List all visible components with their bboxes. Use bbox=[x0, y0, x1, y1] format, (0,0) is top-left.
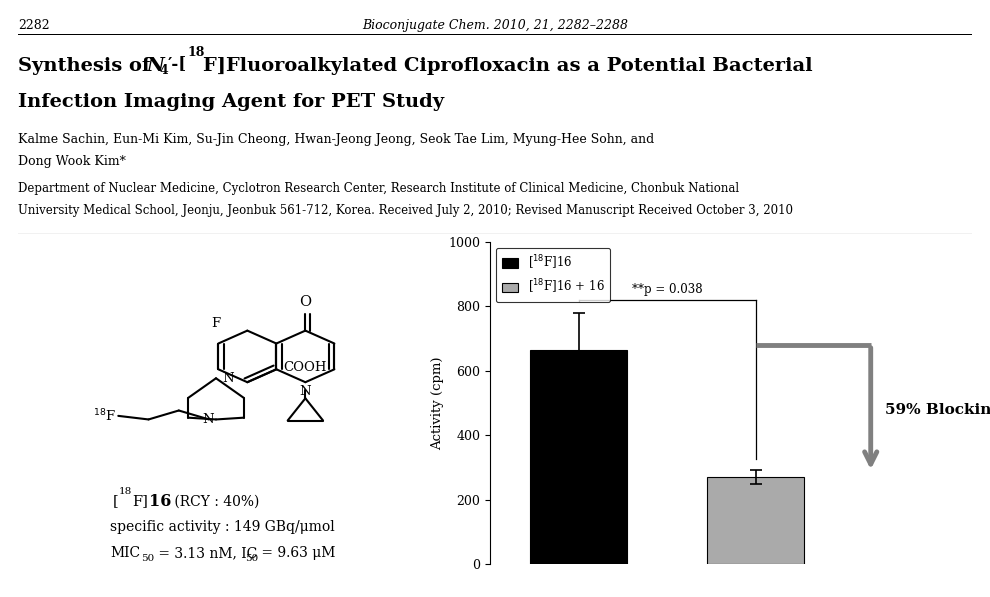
Bar bbox=[707, 477, 804, 564]
Text: **p = 0.038: **p = 0.038 bbox=[632, 283, 703, 296]
Text: N: N bbox=[222, 372, 234, 385]
Text: Synthesis of: Synthesis of bbox=[18, 57, 156, 75]
Text: ′-[: ′-[ bbox=[167, 56, 186, 72]
Text: MIC: MIC bbox=[110, 546, 140, 560]
Text: N: N bbox=[300, 385, 311, 398]
Text: 50: 50 bbox=[142, 554, 154, 564]
Text: = 9.63 μM: = 9.63 μM bbox=[257, 546, 336, 560]
Bar bbox=[530, 350, 628, 564]
Text: F]: F] bbox=[132, 494, 148, 509]
Text: = 3.13 nM, IC: = 3.13 nM, IC bbox=[154, 546, 257, 560]
Text: 4: 4 bbox=[159, 64, 168, 77]
Legend: [$^{18}$F]16, [$^{18}$F]16 + 16: [$^{18}$F]16, [$^{18}$F]16 + 16 bbox=[496, 248, 611, 302]
Text: O: O bbox=[299, 295, 312, 309]
Text: 50: 50 bbox=[245, 554, 258, 564]
Text: COOH: COOH bbox=[283, 361, 327, 374]
Text: $^{18}$F: $^{18}$F bbox=[93, 408, 116, 424]
Text: Dong Wook Kim*: Dong Wook Kim* bbox=[18, 155, 126, 168]
Text: 18: 18 bbox=[187, 46, 205, 59]
Text: (RCY : 40%): (RCY : 40%) bbox=[170, 494, 259, 509]
Text: N: N bbox=[202, 413, 214, 426]
Text: University Medical School, Jeonju, Jeonbuk 561-712, Korea. Received July 2, 2010: University Medical School, Jeonju, Jeonb… bbox=[18, 204, 793, 217]
Text: N: N bbox=[147, 57, 164, 75]
Text: F]Fluoroalkylated Ciprofloxacin as a Potential Bacterial: F]Fluoroalkylated Ciprofloxacin as a Pot… bbox=[203, 57, 813, 75]
Text: 59% Blocking: 59% Blocking bbox=[885, 403, 990, 417]
Text: Department of Nuclear Medicine, Cyclotron Research Center, Research Institute of: Department of Nuclear Medicine, Cyclotro… bbox=[18, 182, 739, 195]
Text: 18: 18 bbox=[119, 487, 133, 496]
Y-axis label: Activity (cpm): Activity (cpm) bbox=[432, 356, 445, 450]
Text: Infection Imaging Agent for PET Study: Infection Imaging Agent for PET Study bbox=[18, 93, 444, 110]
Text: 16: 16 bbox=[148, 493, 171, 510]
Text: specific activity : 149 GBq/μmol: specific activity : 149 GBq/μmol bbox=[110, 520, 335, 534]
Text: [: [ bbox=[112, 494, 118, 509]
Text: 2282: 2282 bbox=[18, 19, 50, 32]
Text: Bioconjugate Chem. 2010, 21, 2282–2288: Bioconjugate Chem. 2010, 21, 2282–2288 bbox=[362, 19, 628, 32]
Text: F: F bbox=[212, 317, 221, 330]
Text: Kalme Sachin, Eun-Mi Kim, Su-Jin Cheong, Hwan-Jeong Jeong, Seok Tae Lim, Myung-H: Kalme Sachin, Eun-Mi Kim, Su-Jin Cheong,… bbox=[18, 133, 654, 146]
